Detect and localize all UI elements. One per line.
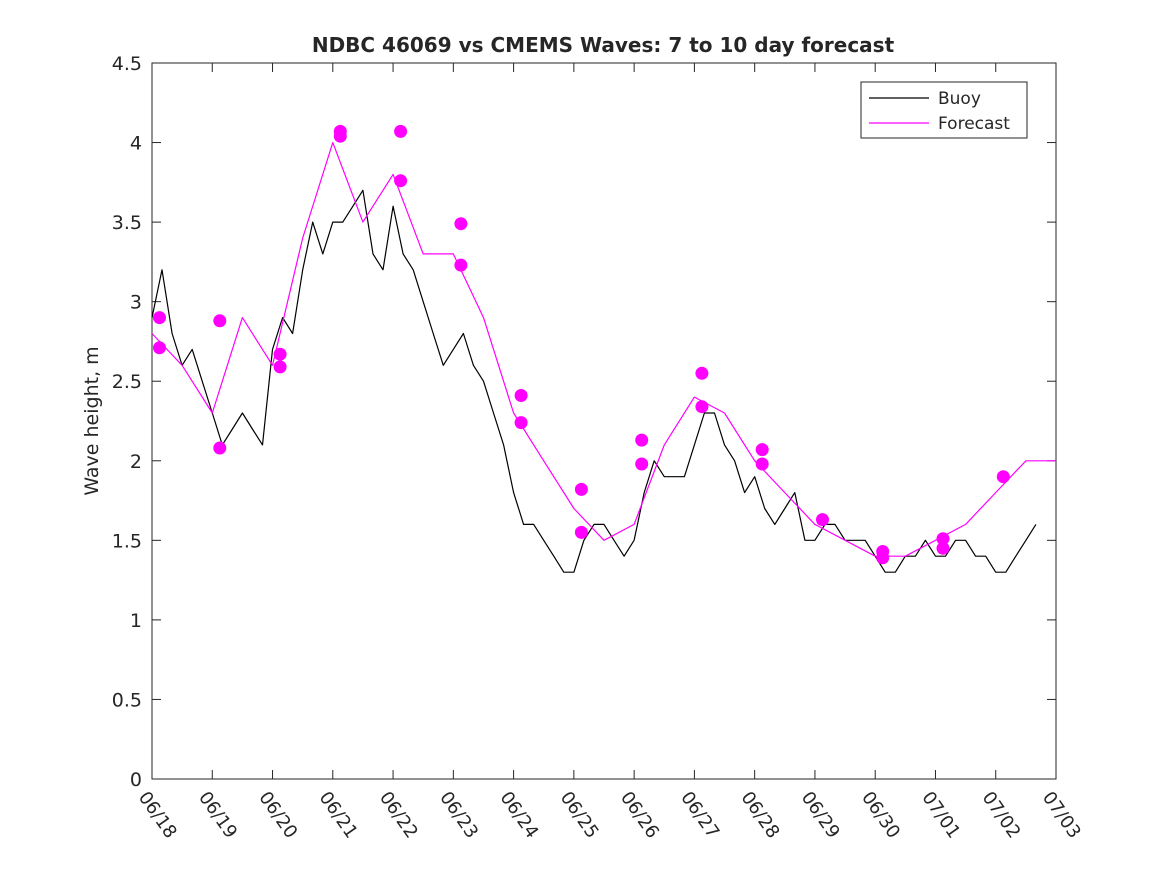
legend-label: Forecast: [938, 114, 1010, 134]
forecast-marker: [755, 457, 769, 471]
buoy-series-line: [151, 189, 1037, 573]
forecast-marker: [213, 314, 227, 328]
y-tick-label: 2: [130, 451, 142, 473]
y-tick-label: 3.5: [112, 212, 142, 234]
forecast-marker: [333, 129, 347, 143]
y-tick-label: 0.5: [112, 689, 142, 711]
y-tick-label: 3: [130, 292, 142, 314]
forecast-marker: [153, 341, 166, 355]
forecast-marker: [755, 443, 769, 457]
legend-box: [860, 81, 1028, 139]
forecast-marker: [996, 470, 1010, 484]
forecast-marker: [213, 441, 227, 455]
forecast-marker: [695, 366, 709, 380]
y-tick-label: 2.5: [112, 371, 142, 393]
forecast-marker: [574, 525, 588, 539]
forecast-marker: [936, 541, 950, 555]
forecast-marker: [635, 457, 649, 471]
forecast-marker: [936, 532, 950, 546]
forecast-marker: [514, 416, 528, 430]
forecast-marker: [574, 482, 588, 496]
forecast-marker: [153, 311, 166, 325]
axes-frame: [151, 62, 1057, 780]
chart-title: NDBC 46069 vs CMEMS Waves: 7 to 10 day f…: [312, 33, 895, 57]
y-tick-label: 1: [130, 610, 142, 632]
y-tick-label: 1.5: [112, 530, 142, 552]
y-tick-label: 4.5: [112, 53, 142, 75]
y-tick-label: 0: [130, 769, 142, 791]
forecast-marker: [454, 258, 468, 272]
forecast-marker: [514, 389, 528, 402]
forecast-marker: [635, 433, 649, 447]
forecast-marker: [273, 360, 287, 374]
forecast-series-line: [151, 142, 1056, 557]
forecast-marker: [394, 174, 408, 188]
forecast-marker: [816, 513, 829, 527]
forecast-marker: [394, 124, 408, 138]
y-axis-label: Wave height, m: [81, 346, 103, 495]
forecast-marker: [454, 217, 468, 231]
forecast-marker: [273, 347, 287, 361]
forecast-marker: [695, 400, 709, 414]
forecast-marker: [876, 551, 890, 565]
y-tick-label: 4: [130, 133, 142, 155]
legend-label: Buoy: [938, 89, 981, 109]
